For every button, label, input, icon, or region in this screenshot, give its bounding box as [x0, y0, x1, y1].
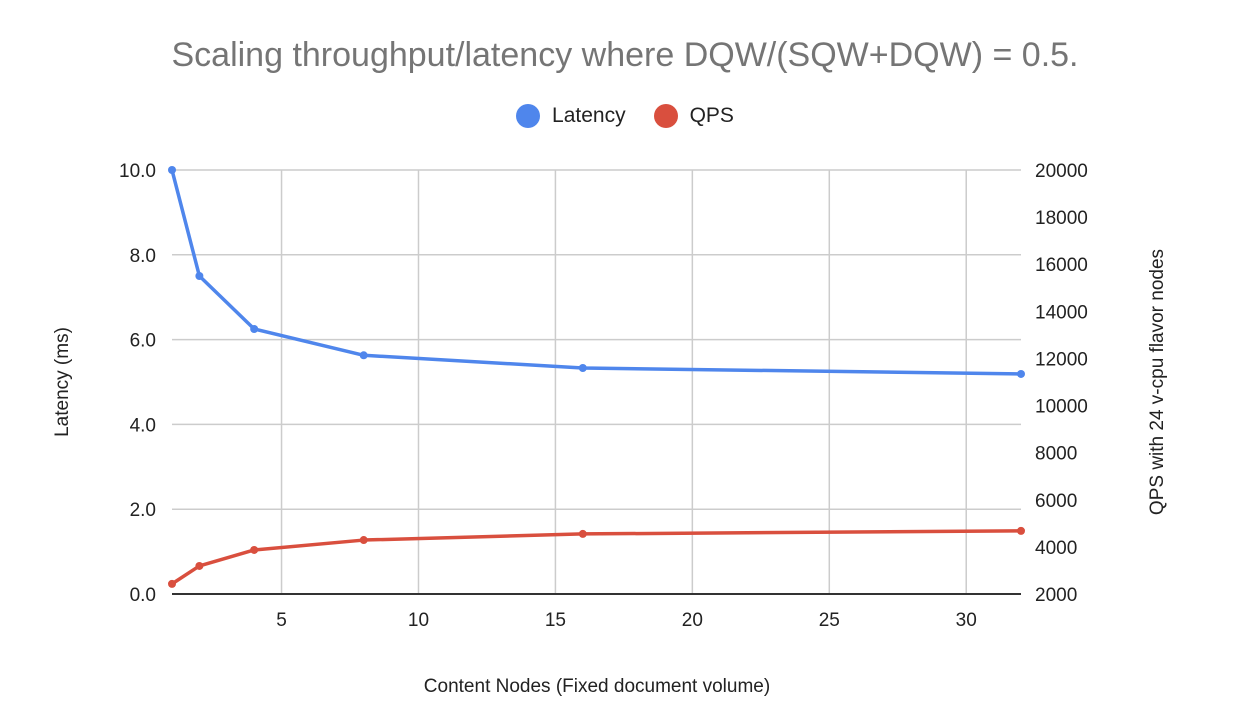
data-point-latency: [1017, 369, 1025, 378]
x-tick-label: 20: [682, 610, 703, 631]
y2-tick-label: 20000: [1035, 161, 1088, 182]
y-tick-label: 2.0: [130, 500, 156, 521]
y2-tick-label: 6000: [1035, 491, 1077, 512]
data-point-qps: [168, 579, 176, 588]
x-tick-label: 15: [545, 610, 566, 631]
y2-tick-label: 4000: [1035, 538, 1077, 559]
data-point-qps: [1017, 526, 1025, 535]
x-axis-title: Content Nodes (Fixed document volume): [424, 676, 770, 697]
y2-tick-label: 10000: [1035, 397, 1088, 418]
data-point-latency: [578, 364, 587, 373]
legend-label-qps: QPS: [689, 104, 734, 127]
qps-swatch-icon: [653, 104, 678, 128]
legend: Latency QPS: [0, 104, 1250, 128]
latency-swatch-icon: [516, 104, 541, 128]
data-point-qps: [578, 529, 587, 538]
chart-title: Scaling throughput/latency where DQW/(SQ…: [171, 36, 1079, 74]
legend-label-latency: Latency: [552, 104, 626, 127]
x-tick-label: 30: [956, 610, 977, 631]
y2-tick-label: 12000: [1035, 349, 1088, 370]
y2-tick-label: 18000: [1035, 208, 1088, 229]
y2-tick-label: 14000: [1035, 302, 1088, 323]
series-line-latency: [170, 169, 1022, 376]
data-point-qps: [359, 536, 368, 545]
y-axis-title: Latency (ms): [52, 327, 73, 437]
x-tick-label: 5: [276, 610, 287, 631]
legend-item-qps: QPS: [653, 104, 734, 128]
y-tick-label: 10.0: [119, 161, 156, 182]
y-tick-label: 6.0: [130, 331, 156, 352]
y2-tick-label: 16000: [1035, 255, 1088, 276]
x-tick-label: 10: [408, 610, 429, 631]
data-point-latency: [359, 351, 368, 360]
data-point-qps: [250, 545, 259, 554]
legend-item-latency: Latency: [516, 104, 626, 128]
x-tick-label: 25: [819, 610, 840, 631]
y-tick-label: 0.0: [130, 585, 156, 606]
data-point-latency: [250, 325, 259, 333]
y-tick-label: 8.0: [130, 246, 156, 267]
y2-tick-label: 8000: [1035, 444, 1077, 465]
data-point-latency: [168, 166, 176, 174]
y-tick-label: 4.0: [130, 415, 156, 436]
series-line-qps: [171, 529, 1022, 586]
data-point-latency: [195, 272, 204, 280]
data-point-qps: [195, 561, 204, 570]
y2-tick-label: 2000: [1035, 585, 1077, 606]
y2-axis-title: QPS with 24 v-cpu flavor nodes: [1147, 249, 1168, 515]
